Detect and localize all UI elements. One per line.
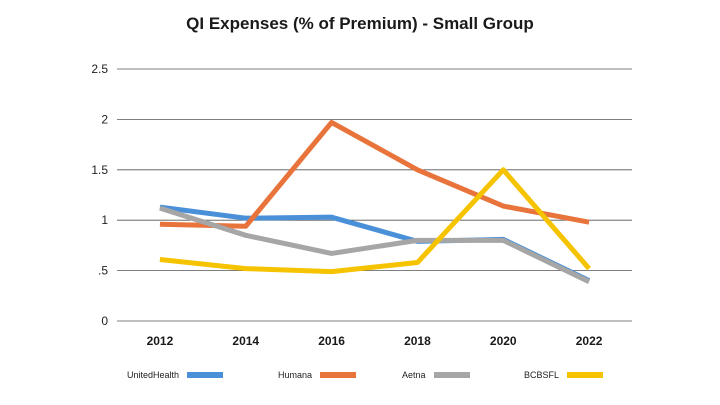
x-tick-label: 2018	[404, 334, 431, 348]
y-tick-label: 1	[101, 213, 108, 227]
chart-title: QI Expenses (% of Premium) - Small Group	[186, 14, 534, 33]
series-lines	[159, 119, 591, 284]
series-line-unitedhealth	[159, 204, 591, 283]
x-tick-label: 2014	[232, 334, 259, 348]
x-tick-label: 2012	[147, 334, 174, 348]
y-tick-label: 1.5	[91, 163, 108, 177]
y-tick-label: 2	[101, 112, 108, 126]
legend-swatch-aetna	[433, 372, 470, 378]
y-tick-label: 2.5	[91, 62, 108, 76]
legend-swatch-bcbsfl	[567, 372, 604, 378]
legend-item-humana: Humana	[278, 370, 357, 380]
legend: UnitedHealth Humana Aetna BCBSFL	[0, 370, 720, 388]
x-tick-label: 2020	[490, 334, 517, 348]
x-tick-label: 2022	[576, 334, 603, 348]
legend-swatch-unitedhealth	[187, 372, 224, 378]
series-line-bcbsfl	[159, 167, 591, 275]
x-axis-tick-labels: 2012 2014 2016 2018 2020 2022	[147, 334, 603, 348]
legend-label-aetna: Aetna	[402, 370, 426, 380]
legend-label-bcbsfl: BCBSFL	[524, 370, 560, 380]
series-line-aetna	[159, 205, 591, 284]
legend-item-aetna: Aetna	[402, 370, 470, 380]
legend-item-bcbsfl: BCBSFL	[524, 370, 604, 380]
legend-swatch-humana	[320, 372, 357, 378]
legend-label-humana: Humana	[278, 370, 313, 380]
x-tick-label: 2016	[318, 334, 345, 348]
gridlines	[117, 68, 632, 322]
legend-label-unitedhealth: UnitedHealth	[127, 370, 180, 380]
y-axis-tick-labels: 0 .5 1 1.5 2 2.5	[91, 62, 108, 328]
y-tick-label: 0	[101, 314, 108, 328]
y-tick-label: .5	[98, 264, 108, 278]
series-line-humana	[159, 119, 590, 229]
legend-item-unitedhealth: UnitedHealth	[127, 370, 224, 380]
